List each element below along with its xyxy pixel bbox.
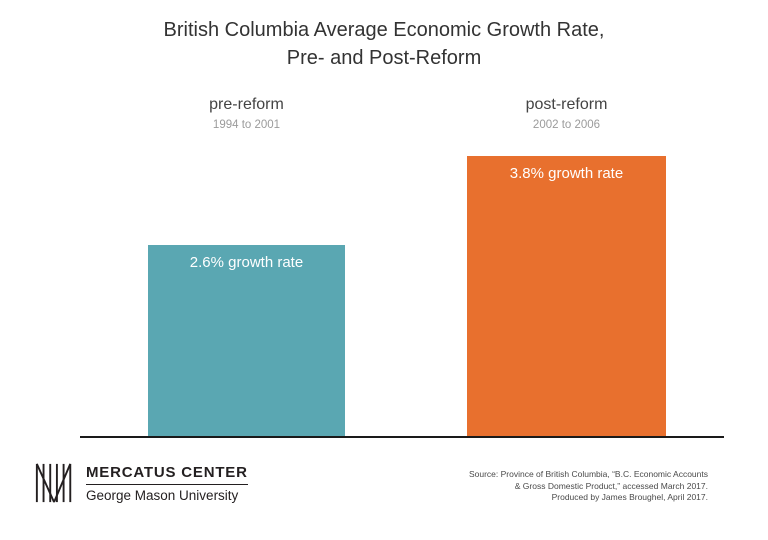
chart-title-line2: Pre- and Post-Reform — [286, 47, 482, 69]
category-label-pre-reform: pre-reform — [209, 96, 284, 113]
bar-pre-reform: 2.6% growth rate — [148, 245, 345, 437]
column-header-post-reform: post-reform 2002 to 2006 — [467, 96, 666, 131]
chart-title-line1: British Columbia Average Economic Growth… — [163, 19, 605, 41]
chart-title: British Columbia Average Economic Growth… — [0, 16, 768, 72]
category-sublabel-post-reform: 2002 to 2006 — [532, 119, 601, 131]
mercatus-logo-subtitle: George Mason University — [86, 487, 239, 503]
source-line3: Produced by James Broughel, April 2017. — [551, 492, 708, 502]
category-label-post-reform: post-reform — [525, 96, 608, 113]
bar-value-label-post-reform: 3.8% growth rate — [509, 165, 624, 182]
mercatus-logo-name: MERCATUS CENTER — [86, 464, 248, 485]
source-line1: Source: Province of British Columbia, “B… — [468, 469, 708, 479]
source-attribution: Source: Province of British Columbia, “B… — [469, 469, 708, 504]
mercatus-logo-text: MERCATUS CENTER George Mason University — [86, 464, 248, 503]
mercatus-logo: MERCATUS CENTER George Mason University — [34, 462, 248, 504]
bar-post-reform: 3.8% growth rate — [467, 156, 666, 437]
source-line2: & Gross Domestic Product,” accessed Marc… — [514, 480, 708, 491]
mercatus-logo-icon — [35, 463, 72, 503]
x-axis-baseline — [80, 436, 724, 438]
column-header-pre-reform: pre-reform 1994 to 2001 — [148, 96, 345, 131]
bar-value-label-pre-reform: 2.6% growth rate — [189, 254, 304, 271]
category-sublabel-pre-reform: 1994 to 2001 — [212, 119, 281, 131]
